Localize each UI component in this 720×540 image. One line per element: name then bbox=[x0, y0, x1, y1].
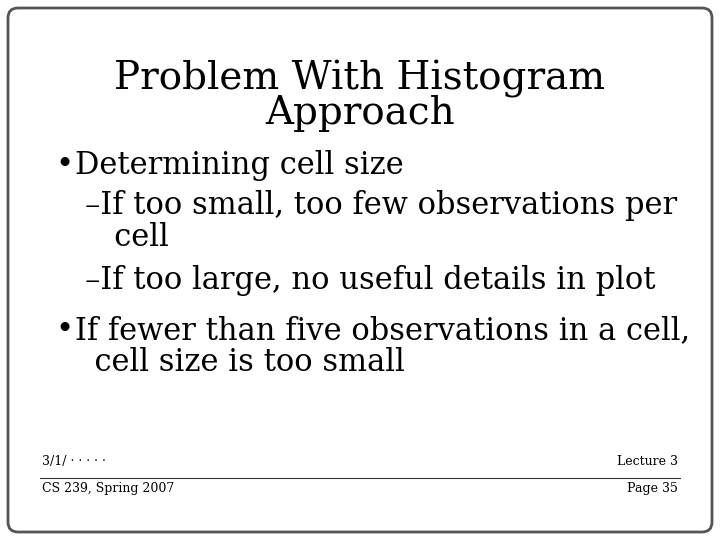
FancyBboxPatch shape bbox=[8, 8, 712, 532]
Text: Determining cell size: Determining cell size bbox=[75, 150, 404, 181]
Text: –If too small, too few observations per: –If too small, too few observations per bbox=[85, 190, 677, 221]
Text: 3/1/ · · · · ·: 3/1/ · · · · · bbox=[42, 455, 106, 468]
Text: –If too large, no useful details in plot: –If too large, no useful details in plot bbox=[85, 265, 655, 296]
Text: Problem With Histogram: Problem With Histogram bbox=[114, 60, 606, 98]
Text: •: • bbox=[55, 150, 73, 181]
Text: Lecture 3: Lecture 3 bbox=[617, 455, 678, 468]
Text: CS 239, Spring 2007: CS 239, Spring 2007 bbox=[42, 482, 174, 495]
Text: Page 35: Page 35 bbox=[627, 482, 678, 495]
Text: •: • bbox=[55, 315, 73, 346]
Text: If fewer than five observations in a cell,: If fewer than five observations in a cel… bbox=[75, 315, 690, 346]
Text: Approach: Approach bbox=[265, 95, 455, 132]
Text: cell: cell bbox=[85, 222, 168, 253]
Text: cell size is too small: cell size is too small bbox=[75, 347, 405, 378]
